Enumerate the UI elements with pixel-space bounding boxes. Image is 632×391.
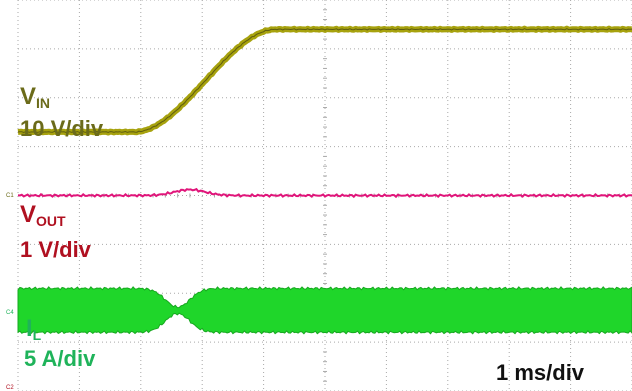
- timebase-label: 1 ms/div: [496, 360, 585, 385]
- il-label: IL: [26, 315, 42, 343]
- channel-marker-c1-vin: C1: [6, 193, 14, 199]
- channel-marker-c2: C2: [6, 385, 14, 391]
- vout-label: VOUT: [20, 201, 66, 229]
- vin-label: VIN: [20, 83, 50, 111]
- il-scale-label: 5 A/div: [24, 346, 96, 371]
- il-trace: [17, 286, 632, 335]
- channel-marker-c4: C4: [6, 310, 14, 316]
- vout-scale-label: 1 V/div: [20, 237, 92, 262]
- traces: [16, 25, 632, 335]
- vin-scale-label: 10 V/div: [20, 116, 104, 141]
- vin-trace-edge: [17, 28, 632, 134]
- vout-trace: [17, 187, 632, 199]
